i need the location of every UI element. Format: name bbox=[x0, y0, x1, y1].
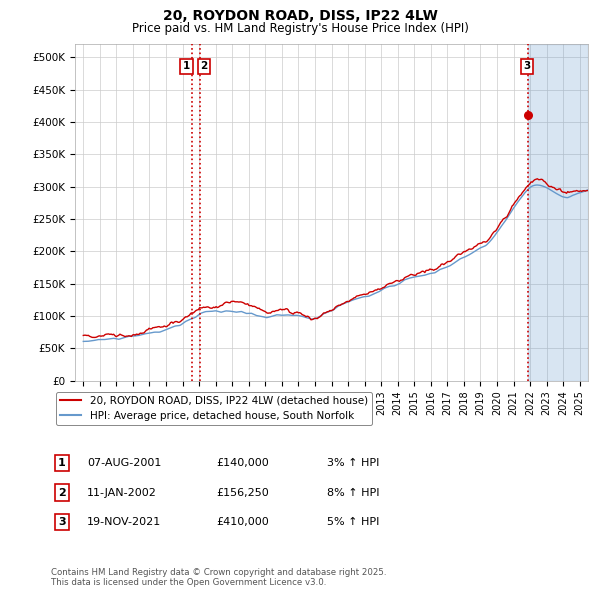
Point bbox=[523, 111, 533, 120]
Text: 19-NOV-2021: 19-NOV-2021 bbox=[87, 517, 161, 527]
Text: 3: 3 bbox=[58, 517, 65, 527]
Text: £140,000: £140,000 bbox=[216, 458, 269, 468]
Text: 3% ↑ HPI: 3% ↑ HPI bbox=[327, 458, 379, 468]
Text: 3: 3 bbox=[523, 61, 530, 71]
Text: 1: 1 bbox=[183, 61, 190, 71]
Bar bbox=[528, 44, 588, 381]
Text: 20, ROYDON ROAD, DISS, IP22 4LW: 20, ROYDON ROAD, DISS, IP22 4LW bbox=[163, 9, 437, 23]
Text: £410,000: £410,000 bbox=[216, 517, 269, 527]
Text: 11-JAN-2002: 11-JAN-2002 bbox=[87, 488, 157, 497]
Text: £156,250: £156,250 bbox=[216, 488, 269, 497]
Text: 2: 2 bbox=[58, 488, 65, 497]
Legend: 20, ROYDON ROAD, DISS, IP22 4LW (detached house), HPI: Average price, detached h: 20, ROYDON ROAD, DISS, IP22 4LW (detache… bbox=[56, 392, 372, 425]
Text: 1: 1 bbox=[58, 458, 65, 468]
Text: 5% ↑ HPI: 5% ↑ HPI bbox=[327, 517, 379, 527]
Text: 8% ↑ HPI: 8% ↑ HPI bbox=[327, 488, 380, 497]
Text: 07-AUG-2001: 07-AUG-2001 bbox=[87, 458, 161, 468]
Text: 2: 2 bbox=[200, 61, 208, 71]
Text: Price paid vs. HM Land Registry's House Price Index (HPI): Price paid vs. HM Land Registry's House … bbox=[131, 22, 469, 35]
Text: Contains HM Land Registry data © Crown copyright and database right 2025.
This d: Contains HM Land Registry data © Crown c… bbox=[51, 568, 386, 587]
